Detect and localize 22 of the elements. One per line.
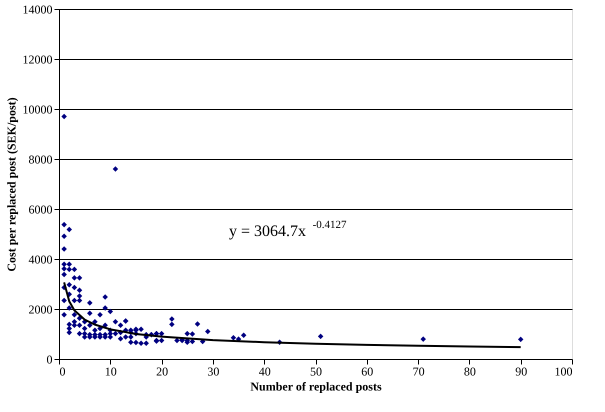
x-tick-label: 10 (104, 364, 117, 378)
x-tick-label: 60 (361, 364, 374, 378)
x-tick-label: 20 (156, 364, 168, 378)
annotation: y = 3064.7x-0.4127 (229, 219, 348, 240)
y-tick-label: 0 (46, 352, 52, 366)
x-tick-label: 80 (464, 364, 476, 378)
y-tick-label: 4000 (28, 252, 52, 266)
y-tick-label: 8000 (28, 152, 52, 166)
x-axis-title: Number of replaced posts (250, 380, 382, 394)
x-tick-label: 90 (515, 364, 528, 378)
x-tick-label: 30 (207, 364, 220, 378)
x-tick-label: 50 (310, 364, 322, 378)
y-tick-label: 6000 (28, 202, 52, 216)
y-tick-label: 14000 (22, 2, 52, 16)
y-axis-title: Cost per replaced post (SEK/post) (4, 97, 18, 272)
x-tick-label: 0 (60, 364, 66, 378)
y-tick-label: 2000 (28, 302, 52, 316)
x-tick-label: 100 (554, 364, 572, 378)
y-tick-label: 12000 (22, 52, 52, 66)
y-tick-label: 10000 (22, 102, 52, 116)
x-tick-label: 70 (412, 364, 425, 378)
x-tick-label: 40 (258, 364, 271, 378)
